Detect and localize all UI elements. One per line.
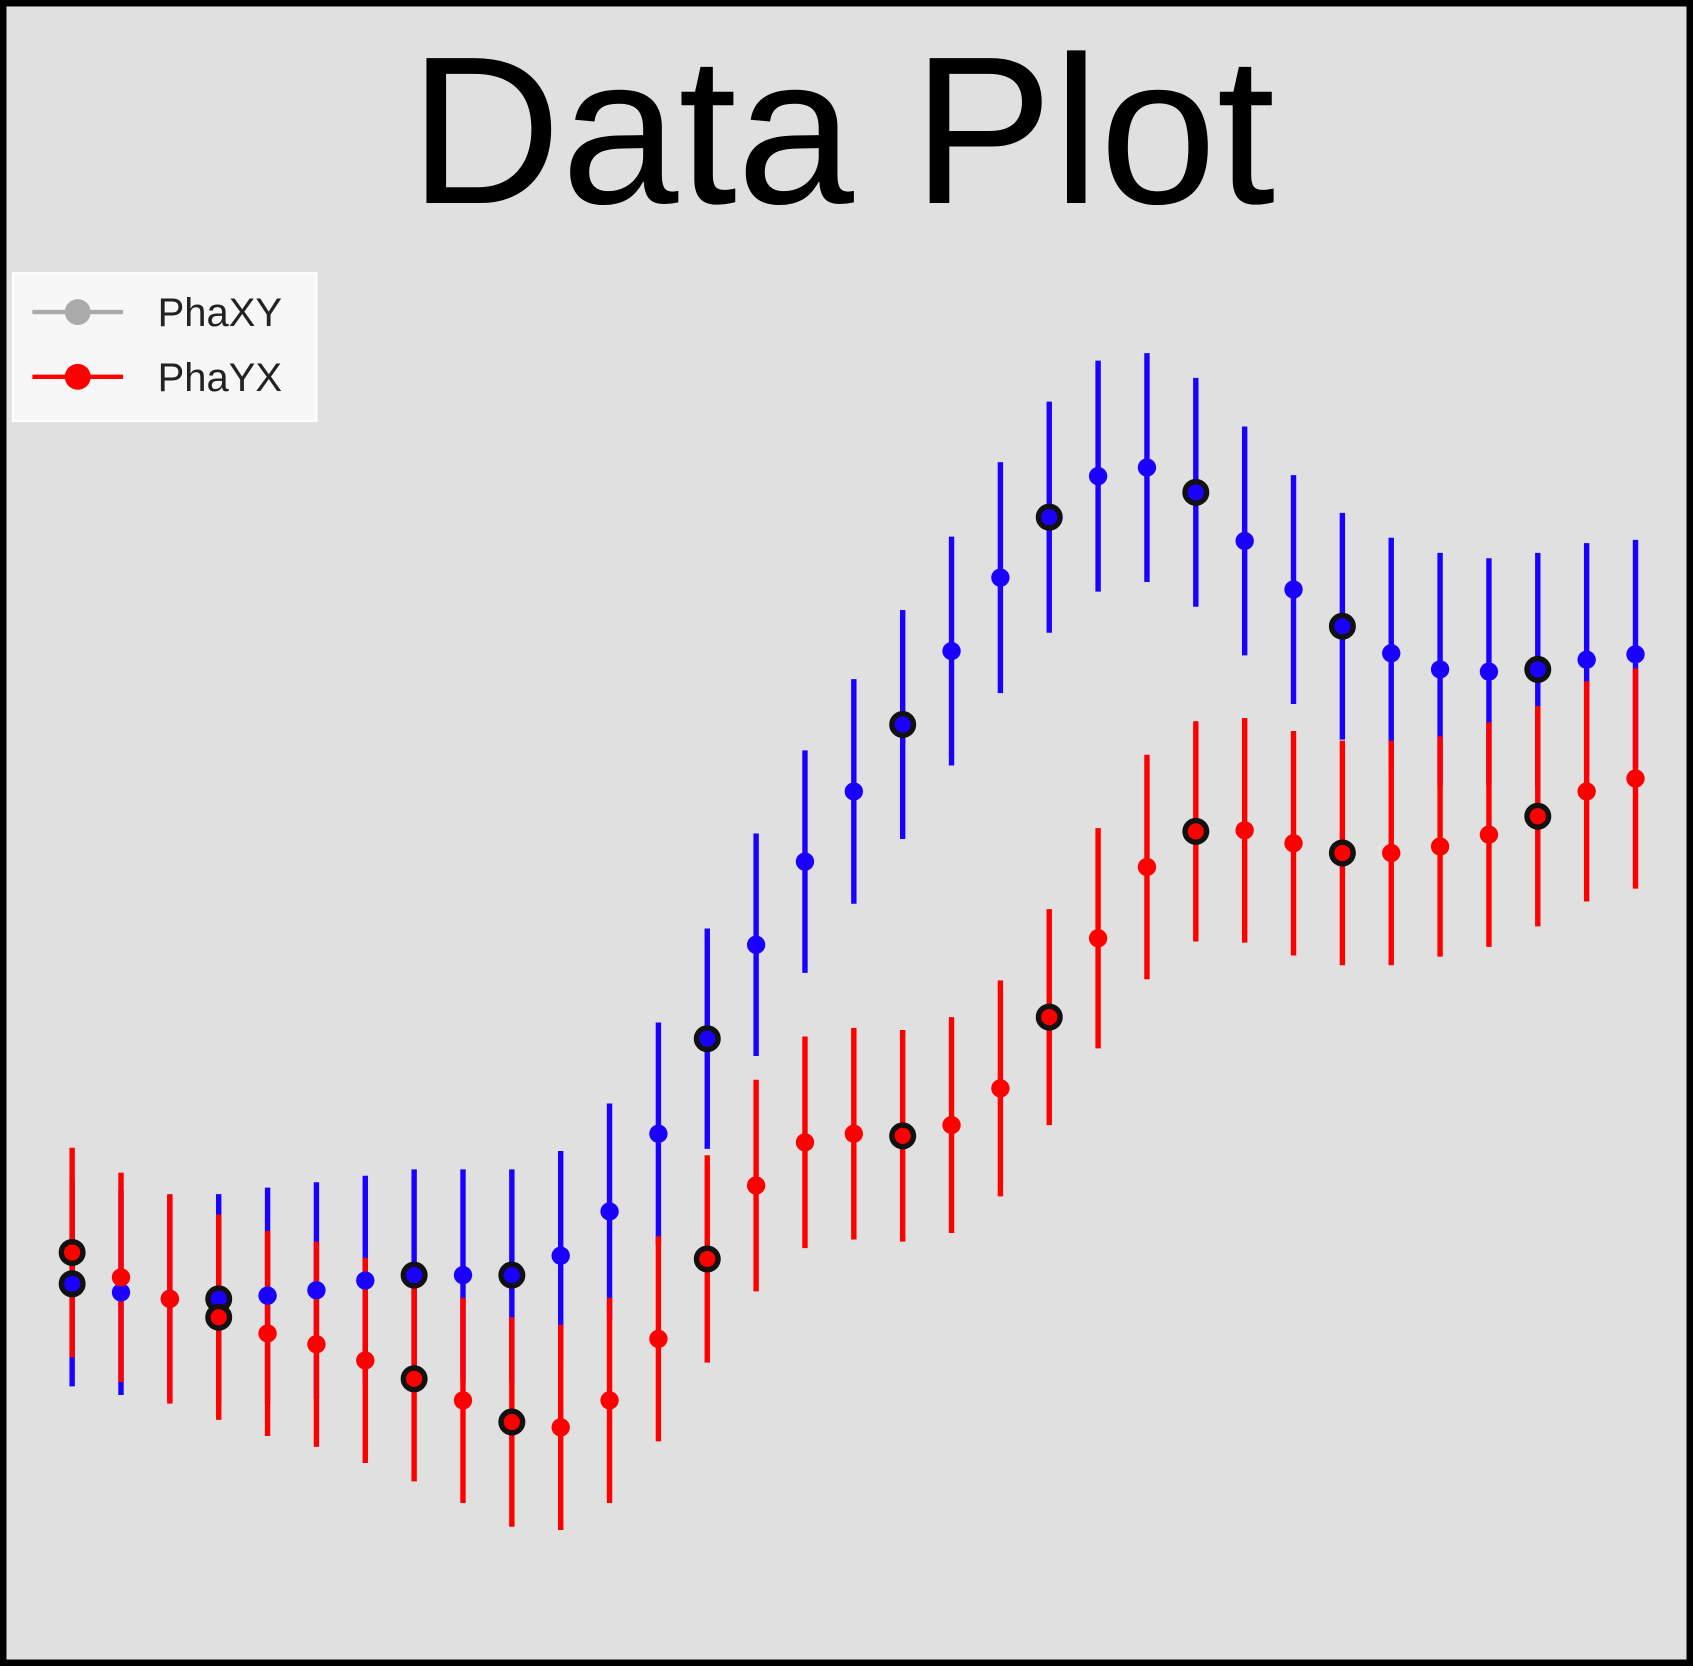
point: [1182, 817, 1210, 845]
point: [649, 1124, 668, 1143]
point: [1430, 837, 1450, 856]
point: [400, 1365, 428, 1393]
point: [551, 1246, 570, 1265]
point: [746, 1176, 766, 1195]
points: [58, 458, 1645, 1437]
point: [1088, 466, 1108, 486]
point: [693, 1245, 721, 1273]
point: [1035, 1003, 1063, 1031]
point: [1235, 531, 1254, 551]
point: [844, 1124, 864, 1143]
point: [258, 1324, 277, 1343]
point: [746, 935, 766, 954]
point: [1328, 612, 1356, 640]
chart-title: Data Plot: [409, 12, 1275, 248]
point: [58, 1238, 86, 1266]
point: [258, 1286, 277, 1305]
legend-marker: [64, 363, 91, 390]
point: [205, 1303, 233, 1331]
point: [795, 1133, 815, 1152]
point: [551, 1418, 570, 1437]
point: [1035, 503, 1063, 531]
legend-label: PhaXY: [158, 291, 282, 335]
point: [649, 1329, 668, 1349]
point: [453, 1265, 473, 1285]
point: [111, 1268, 131, 1287]
point: [1284, 580, 1303, 599]
point: [307, 1335, 326, 1354]
point: [498, 1261, 526, 1289]
point: [991, 568, 1010, 587]
point: [1382, 843, 1401, 863]
point: [307, 1281, 326, 1300]
point: [991, 1079, 1010, 1098]
point: [844, 782, 864, 801]
legend: PhaXY PhaYX: [11, 272, 318, 423]
point: [1577, 782, 1596, 801]
point: [1626, 645, 1645, 664]
point: [111, 1283, 131, 1302]
point: [889, 1122, 917, 1150]
point: [1235, 821, 1254, 840]
point: [1479, 825, 1499, 844]
point: [600, 1391, 619, 1410]
point: [1088, 929, 1108, 948]
point: [453, 1391, 473, 1410]
point: [795, 852, 815, 871]
legend-box: [11, 272, 318, 423]
point: [1479, 662, 1499, 681]
point: [1577, 650, 1596, 669]
point: [1524, 655, 1552, 683]
point: [1524, 802, 1552, 830]
point: [356, 1271, 375, 1290]
point: [1137, 857, 1157, 877]
legend-marker: [64, 299, 91, 325]
point: [693, 1025, 721, 1053]
point: [1382, 644, 1401, 663]
point: [942, 1115, 961, 1135]
point: [1284, 834, 1303, 853]
point: [942, 641, 961, 661]
point: [1137, 458, 1157, 477]
legend-label: PhaYX: [158, 356, 282, 400]
point: [1328, 839, 1356, 867]
point: [498, 1408, 526, 1436]
point: [400, 1261, 428, 1289]
point: [160, 1289, 180, 1309]
point: [356, 1351, 375, 1370]
point: [58, 1270, 86, 1298]
point: [1430, 660, 1450, 679]
point: [889, 710, 917, 738]
point: [600, 1202, 619, 1221]
point: [1182, 478, 1210, 506]
point: [1626, 769, 1645, 788]
